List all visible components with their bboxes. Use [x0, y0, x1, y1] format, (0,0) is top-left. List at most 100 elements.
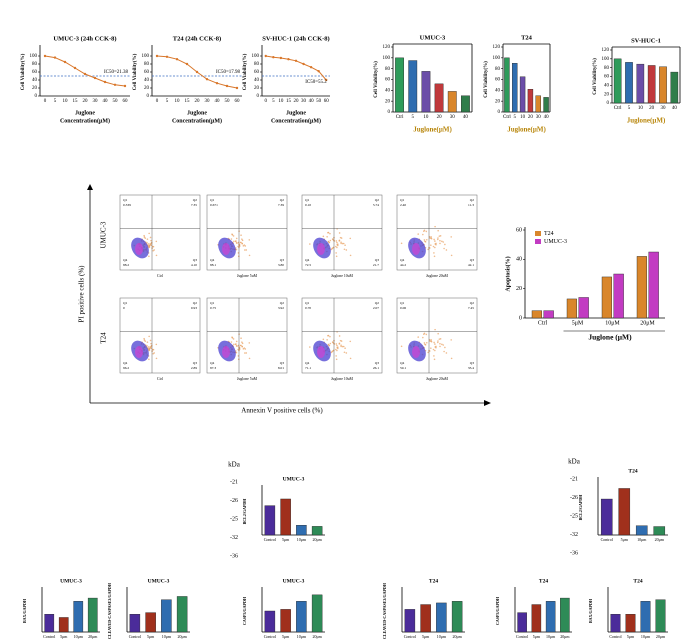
point	[63, 60, 67, 64]
dot	[441, 240, 443, 243]
x-tick-label: 10	[638, 106, 644, 111]
dot	[328, 344, 331, 347]
dot	[237, 245, 239, 248]
dot	[336, 344, 338, 347]
dot	[425, 238, 428, 241]
marker: -32	[570, 532, 578, 538]
bar	[531, 604, 542, 633]
dot	[338, 335, 341, 337]
point	[113, 83, 117, 87]
dot	[423, 333, 425, 335]
quadrant-name: Q2	[375, 301, 380, 305]
y-tick-label: 20	[32, 86, 38, 91]
dot	[436, 238, 439, 241]
quadrant-name: Q4	[210, 361, 215, 365]
x-tick-label: Control	[601, 537, 614, 542]
dot	[342, 345, 345, 348]
x-label: Concentration(μM)	[172, 117, 222, 124]
bar	[461, 95, 470, 113]
x-tick-label: 20μm	[312, 537, 322, 542]
dot	[148, 244, 150, 247]
y-tick-label: 20	[495, 99, 501, 104]
bar	[311, 526, 323, 536]
dot	[439, 342, 441, 345]
bar	[44, 614, 55, 633]
x-tick-label: 30	[93, 99, 99, 104]
bar	[600, 498, 613, 536]
quadrant-value: 59.1	[400, 366, 406, 370]
x-tick-label: 20μm	[452, 634, 462, 639]
y-label: Cell Viability(%)	[243, 53, 248, 90]
dot	[332, 247, 334, 249]
point	[235, 86, 239, 90]
dot	[235, 241, 238, 244]
dot	[235, 351, 238, 354]
unit: kDa	[568, 458, 581, 466]
y-tick-label: 80	[604, 66, 610, 71]
point	[294, 59, 298, 62]
dot	[335, 255, 338, 258]
point	[287, 58, 290, 61]
bar	[145, 612, 156, 633]
quadrant-value: 44.2	[400, 263, 406, 267]
x-tick-label: Ctrl	[396, 115, 404, 120]
x-label: Juglone	[75, 110, 95, 116]
quadrant-value: 4.10	[191, 263, 197, 267]
x-tick-label: Control	[43, 634, 56, 639]
y-tick-label: 100	[142, 54, 150, 59]
quadrant-name: Q2	[193, 301, 198, 305]
x-tick-label: 20μm	[655, 537, 665, 542]
y-label: Cell Viability(%)	[593, 58, 598, 95]
quadrant-value: 11.3	[468, 203, 474, 207]
dot	[238, 348, 241, 351]
dot	[240, 241, 242, 244]
dot	[340, 344, 342, 347]
density	[135, 346, 143, 358]
x-tick-label: 10μm	[641, 634, 651, 639]
dot	[437, 332, 439, 335]
dot	[428, 338, 431, 341]
y-tick-label: 80	[495, 67, 501, 72]
dot	[340, 241, 342, 244]
dot	[337, 244, 339, 247]
x-tick-label: 10μm	[437, 634, 447, 639]
quadrant-name: Q2	[470, 198, 475, 202]
dot	[336, 349, 338, 352]
dot	[434, 246, 436, 249]
legend-swatch	[535, 239, 541, 244]
y-tick-label: 60	[144, 70, 150, 75]
point	[123, 84, 127, 88]
x-tick-label: Control	[404, 634, 417, 639]
x-tick-label: 20μm	[177, 634, 187, 639]
y-tick-label: 0	[388, 110, 391, 115]
dot	[327, 231, 329, 234]
dot	[149, 346, 152, 348]
quadrant-value: 0.70	[305, 306, 311, 310]
dot	[230, 341, 233, 343]
dot	[450, 339, 453, 341]
x-tick-label: 20	[83, 99, 89, 104]
x-tick-label: 20μm	[88, 634, 98, 639]
dot	[241, 342, 244, 345]
y-tick-label: 60	[495, 78, 501, 83]
quadrant-name: Q3	[280, 361, 285, 365]
bar	[527, 89, 534, 113]
x-tick-label: 10μm	[297, 634, 307, 639]
dot	[244, 348, 247, 350]
bar	[670, 71, 679, 104]
dot	[436, 341, 439, 344]
x-tick-label: Control	[129, 634, 142, 639]
bar	[613, 58, 622, 104]
dot	[144, 237, 147, 239]
dot	[433, 255, 436, 258]
density	[317, 243, 325, 255]
point	[155, 54, 159, 58]
density	[317, 346, 325, 358]
dot	[235, 340, 238, 343]
dot	[441, 343, 443, 346]
dot	[432, 245, 435, 248]
dot	[442, 241, 445, 243]
y-tick-label: 60	[604, 75, 610, 80]
dot	[150, 347, 153, 350]
y-label: BAX/GAPDH	[22, 598, 27, 623]
